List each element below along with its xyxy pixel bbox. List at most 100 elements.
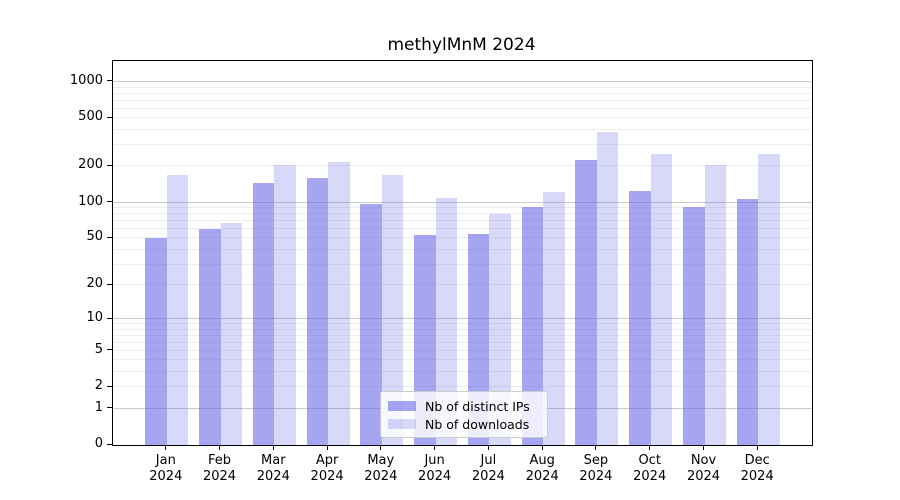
x-tick-sep-2024 bbox=[595, 445, 597, 450]
bars-layer bbox=[113, 61, 812, 445]
x-tick-jun-2024 bbox=[434, 445, 436, 450]
x-tick-label-apr-2024: Apr 2024 bbox=[310, 453, 344, 484]
grid-layer bbox=[113, 61, 812, 445]
x-tick-label-sep-2024: Sep 2024 bbox=[579, 453, 613, 484]
y-tick-20 bbox=[107, 283, 112, 285]
legend-swatch-downloads bbox=[388, 419, 416, 429]
gridline-9 bbox=[113, 323, 812, 324]
bar-distinct-ips-oct-2024 bbox=[629, 190, 651, 445]
y-tick-label-5: 5 bbox=[94, 341, 103, 357]
gridline-3 bbox=[113, 371, 812, 373]
bar-distinct-ips-sep-2024 bbox=[575, 160, 597, 445]
y-tick-label-2: 2 bbox=[94, 378, 103, 394]
gridline-5 bbox=[113, 349, 812, 351]
gridline-600 bbox=[113, 107, 812, 109]
bar-downloads-dec-2024 bbox=[758, 153, 780, 445]
x-tick-label-aug-2024: Aug 2024 bbox=[525, 453, 559, 484]
gridline-1000 bbox=[113, 80, 812, 82]
gridline-50 bbox=[113, 237, 812, 239]
y-tick-5 bbox=[107, 349, 112, 351]
gridline-7 bbox=[113, 334, 812, 336]
x-tick-mar-2024 bbox=[272, 445, 274, 450]
x-tick-apr-2024 bbox=[326, 445, 328, 450]
x-tick-may-2024 bbox=[380, 445, 382, 450]
gridline-70 bbox=[113, 220, 812, 221]
legend-label-downloads: Nb of downloads bbox=[425, 416, 530, 432]
gridline-700 bbox=[113, 99, 812, 101]
bar-downloads-apr-2024 bbox=[328, 161, 350, 445]
x-tick-label-oct-2024: Oct 2024 bbox=[633, 453, 667, 484]
gridline-80 bbox=[113, 213, 812, 215]
legend-label-distinct-ips: Nb of distinct IPs bbox=[425, 398, 530, 414]
gridline-30 bbox=[113, 263, 812, 265]
gridline-200 bbox=[113, 165, 812, 167]
y-tick-50 bbox=[107, 236, 112, 238]
x-tick-label-jan-2024: Jan 2024 bbox=[149, 453, 183, 484]
x-tick-label-mar-2024: Mar 2024 bbox=[256, 453, 290, 484]
y-tick-label-10: 10 bbox=[86, 310, 103, 325]
gridline-4 bbox=[113, 359, 812, 361]
y-tick-0 bbox=[107, 443, 112, 445]
chart-title: methylMnM 2024 bbox=[387, 35, 536, 55]
gridline-2 bbox=[113, 386, 812, 388]
x-tick-aug-2024 bbox=[541, 445, 543, 450]
y-tick-label-500: 500 bbox=[78, 109, 103, 125]
x-tick-label-jun-2024: Jun 2024 bbox=[418, 453, 452, 484]
gridline-60 bbox=[113, 228, 812, 229]
x-tick-jan-2024 bbox=[165, 445, 167, 450]
bar-downloads-mar-2024 bbox=[274, 165, 296, 445]
y-tick-500 bbox=[107, 116, 112, 118]
gridline-10 bbox=[113, 318, 812, 319]
y-tick-label-20: 20 bbox=[86, 276, 103, 291]
x-tick-label-nov-2024: Nov 2024 bbox=[686, 453, 721, 484]
bar-distinct-ips-dec-2024 bbox=[736, 198, 759, 445]
legend-item-distinct-ips: Nb of distinct IPs bbox=[388, 397, 540, 415]
bar-downloads-may-2024 bbox=[381, 175, 404, 445]
bar-downloads-aug-2024 bbox=[543, 192, 565, 445]
bar-distinct-ips-mar-2024 bbox=[252, 183, 275, 445]
bar-distinct-ips-jan-2024 bbox=[145, 238, 167, 445]
gridline-6 bbox=[113, 341, 812, 343]
y-tick-1 bbox=[107, 407, 112, 409]
x-tick-jul-2024 bbox=[487, 445, 489, 450]
gridline-8 bbox=[113, 328, 812, 330]
gridline-500 bbox=[113, 117, 812, 119]
x-tick-label-dec-2024: Dec 2024 bbox=[740, 453, 774, 484]
x-tick-label-may-2024: May 2024 bbox=[364, 453, 398, 484]
bar-downloads-jan-2024 bbox=[166, 174, 189, 445]
y-tick-label-100: 100 bbox=[78, 193, 103, 209]
bar-downloads-jul-2024 bbox=[489, 214, 511, 445]
y-tick-label-0: 0 bbox=[94, 436, 103, 451]
gridline-100 bbox=[113, 201, 812, 203]
bar-distinct-ips-apr-2024 bbox=[306, 178, 329, 445]
gridline-900 bbox=[113, 86, 812, 88]
legend: Nb of distinct IPs Nb of downloads bbox=[380, 391, 548, 438]
y-tick-10 bbox=[107, 317, 112, 319]
x-tick-label-feb-2024: Feb 2024 bbox=[202, 453, 237, 484]
gridline-800 bbox=[113, 92, 812, 94]
x-tick-nov-2024 bbox=[703, 445, 704, 450]
bar-distinct-ips-may-2024 bbox=[360, 204, 382, 445]
x-tick-oct-2024 bbox=[649, 445, 651, 450]
y-tick-2 bbox=[107, 385, 112, 387]
y-tick-label-50: 50 bbox=[86, 229, 103, 245]
gridline-40 bbox=[113, 248, 812, 250]
gridline-300 bbox=[113, 144, 812, 146]
bar-downloads-feb-2024 bbox=[220, 222, 242, 445]
y-tick-100 bbox=[107, 201, 112, 202]
y-tick-label-1000: 1000 bbox=[69, 72, 103, 88]
gridline-20 bbox=[113, 284, 812, 285]
gridline-90 bbox=[113, 207, 812, 208]
y-tick-1000 bbox=[107, 80, 112, 82]
x-tick-dec-2024 bbox=[756, 445, 758, 450]
x-tick-feb-2024 bbox=[219, 445, 220, 450]
y-tick-label-200: 200 bbox=[78, 157, 103, 173]
y-tick-200 bbox=[107, 164, 112, 166]
gridline-400 bbox=[113, 129, 812, 130]
y-tick-label-1: 1 bbox=[94, 399, 103, 415]
plot-area: Nb of distinct IPs Nb of downloads bbox=[112, 60, 813, 446]
bar-distinct-ips-nov-2024 bbox=[683, 206, 705, 445]
legend-swatch-distinct-ips bbox=[388, 401, 416, 411]
bar-downloads-oct-2024 bbox=[650, 153, 673, 445]
